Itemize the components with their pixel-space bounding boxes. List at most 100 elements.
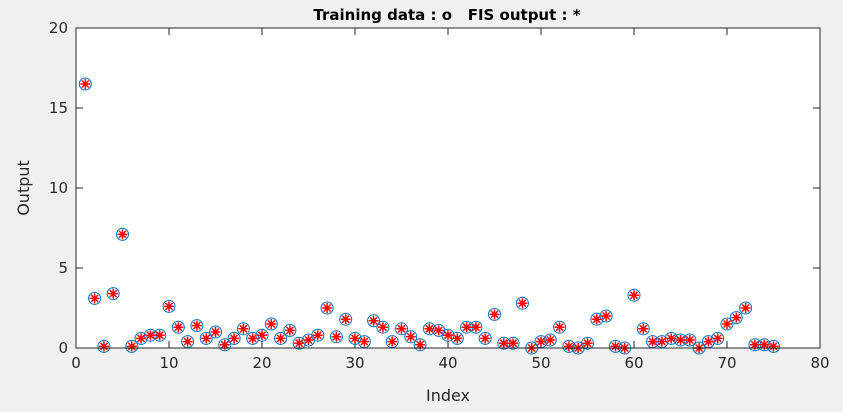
fis-output-point: [629, 290, 639, 301]
fis-output-point: [536, 336, 546, 347]
fis-output-point: [666, 333, 677, 344]
training-data-point: [729, 311, 743, 325]
training-data-point: [543, 333, 557, 347]
fis-output-point: [722, 319, 732, 329]
x-tick-label: 60: [624, 354, 643, 372]
training-data-point: [116, 227, 129, 241]
fis-output-point: [703, 336, 714, 347]
chart-title: Training data : o FIS output : *: [313, 6, 580, 24]
y-tick-label: 20: [49, 19, 68, 37]
fis-output-point: [610, 341, 621, 352]
fis-output-point: [182, 336, 193, 347]
fis-output-point: [582, 338, 593, 349]
fis-output-point: [415, 339, 426, 350]
fis-output-point: [257, 330, 267, 341]
fis-output-point: [331, 331, 342, 342]
fis-output-point: [266, 319, 277, 329]
training-data-point: [376, 320, 390, 334]
training-data-point: [236, 322, 250, 336]
fis-output-point: [638, 323, 649, 334]
fis-output-point: [731, 312, 742, 323]
fis-output-point: [749, 339, 760, 350]
training-data-point: [739, 301, 753, 315]
x-tick-label: 0: [71, 354, 81, 372]
training-data-point: [329, 330, 343, 344]
fis-output-point: [136, 333, 147, 344]
fis-output-point: [126, 341, 137, 352]
fis-output-point: [210, 327, 221, 337]
training-data-point: [283, 323, 297, 337]
fis-output-point: [712, 333, 723, 344]
fis-output-point: [191, 320, 202, 331]
data-marks: [78, 77, 780, 355]
plot-area: [76, 28, 820, 348]
fis-output-point: [684, 335, 695, 345]
training-data-point: [608, 339, 622, 353]
fis-output-point: [480, 333, 491, 344]
training-data-point: [553, 320, 567, 334]
y-axis-title: Output: [14, 160, 33, 216]
training-data-point: [720, 317, 734, 331]
training-data-point: [478, 331, 492, 345]
fis-output-point: [405, 331, 416, 342]
y-tick-label: 10: [49, 179, 68, 197]
fis-output-point: [601, 311, 612, 321]
fis-output-point: [563, 341, 574, 352]
fis-output-point: [303, 335, 314, 345]
training-data-point: [227, 331, 241, 345]
fis-output-point: [498, 338, 509, 349]
fis-output-point: [340, 314, 351, 325]
training-data-point: [404, 330, 418, 344]
fis-output-point: [322, 303, 333, 313]
fis-output-point: [117, 229, 128, 240]
fis-output-point: [108, 288, 119, 299]
training-data-point: [515, 296, 529, 310]
fis-output-point: [368, 315, 379, 326]
x-tick-label: 50: [531, 354, 550, 372]
x-tick-label: 40: [438, 354, 457, 372]
training-data-point: [320, 301, 334, 315]
fis-output-point: [89, 293, 100, 304]
training-data-point: [636, 322, 650, 336]
training-data-point: [339, 312, 353, 326]
plot-frame: [75, 27, 821, 349]
axis-ticks: 0 10 20 30 40 50 60 70 80 0 5 10 15 20: [49, 19, 830, 372]
training-data-point: [125, 339, 139, 353]
training-data-point: [562, 339, 576, 353]
training-data-point: [311, 328, 325, 342]
fis-output-point: [294, 338, 305, 349]
fis-output-point: [284, 325, 295, 336]
y-tick-label: 15: [49, 99, 68, 117]
training-data-point: [218, 338, 232, 352]
fis-output-point: [591, 314, 602, 325]
fis-output-point: [145, 330, 156, 341]
fis-output-point: [656, 336, 667, 347]
training-data-point: [395, 322, 408, 336]
fis-output-point: [80, 79, 91, 89]
x-axis-title: Index: [426, 386, 470, 405]
fis-output-point: [489, 309, 500, 320]
training-data-point: [190, 319, 204, 333]
training-data-point: [488, 307, 501, 321]
training-data-point: [171, 320, 185, 334]
training-data-point: [88, 291, 102, 305]
fis-output-point: [759, 339, 770, 350]
fis-output-point: [508, 338, 519, 349]
fis-output-point: [554, 322, 565, 333]
fis-output-point: [433, 325, 444, 336]
training-data-point: [199, 331, 213, 345]
fis-output-point: [247, 333, 258, 344]
fis-output-point: [461, 322, 472, 333]
fis-output-point: [154, 330, 165, 341]
fis-output-point: [517, 298, 528, 309]
fis-output-point: [675, 335, 686, 345]
fis-output-point: [98, 341, 109, 352]
fis-output-point: [387, 336, 398, 347]
training-data-point: [162, 299, 176, 313]
training-data-point: [581, 336, 594, 350]
fis-output-point: [312, 330, 323, 341]
fis-output-point: [238, 323, 249, 334]
fis-output-point: [359, 336, 370, 347]
x-tick-label: 30: [345, 354, 364, 372]
